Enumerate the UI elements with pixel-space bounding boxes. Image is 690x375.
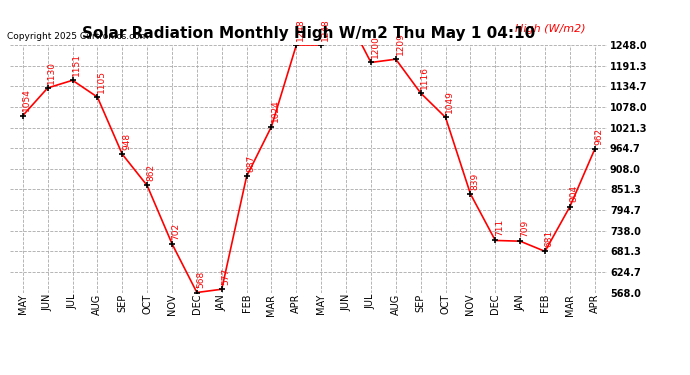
Text: 1209: 1209	[395, 32, 404, 55]
Text: 1332: 1332	[0, 374, 1, 375]
Text: 1024: 1024	[271, 100, 280, 122]
Text: 1151: 1151	[72, 53, 81, 76]
Text: High (W/m2): High (W/m2)	[515, 24, 585, 34]
Text: 839: 839	[470, 172, 479, 190]
Text: 887: 887	[246, 155, 255, 172]
Text: 568: 568	[197, 271, 206, 288]
Text: 1105: 1105	[97, 70, 106, 93]
Text: 702: 702	[172, 222, 181, 240]
Text: 577: 577	[221, 268, 230, 285]
Title: Solar Radiation Monthly High W/m2 Thu May 1 04:10: Solar Radiation Monthly High W/m2 Thu Ma…	[82, 26, 535, 41]
Text: 1116: 1116	[420, 66, 429, 89]
Text: 962: 962	[594, 128, 604, 145]
Text: 681: 681	[544, 230, 553, 247]
Text: 1130: 1130	[48, 61, 57, 84]
Text: 1054: 1054	[23, 88, 32, 111]
Text: 862: 862	[147, 164, 156, 182]
Text: 1248: 1248	[321, 18, 330, 41]
Text: 711: 711	[495, 219, 504, 236]
Text: 948: 948	[122, 133, 131, 150]
Text: 709: 709	[520, 220, 529, 237]
Text: 1200: 1200	[371, 35, 380, 58]
Text: 1049: 1049	[445, 90, 454, 113]
Text: 804: 804	[569, 185, 578, 202]
Text: Copyright 2025 Curtronics.com: Copyright 2025 Curtronics.com	[7, 32, 148, 41]
Text: 1248: 1248	[296, 18, 305, 41]
